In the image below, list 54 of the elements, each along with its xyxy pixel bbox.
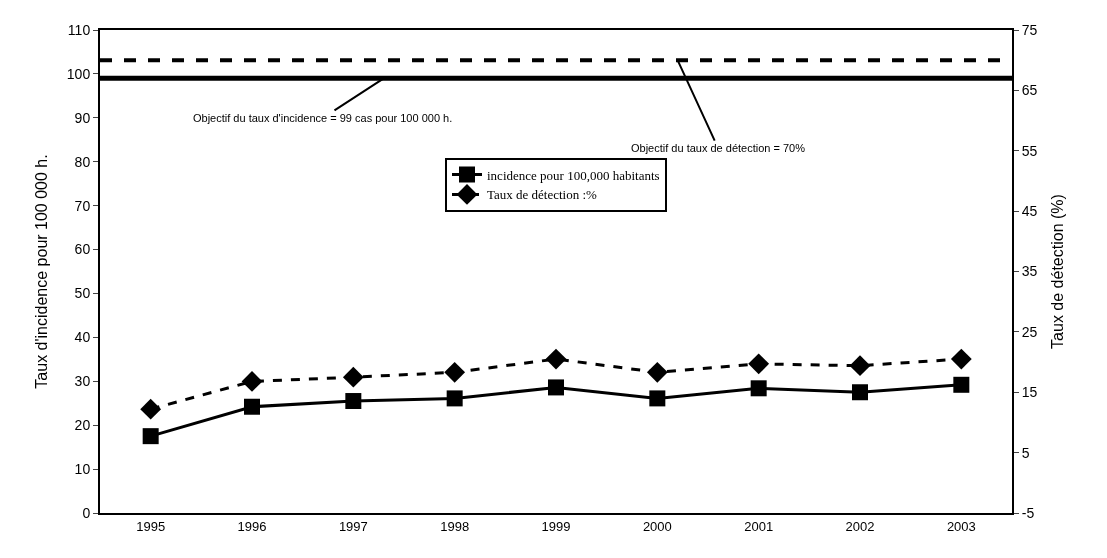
point bbox=[142, 428, 159, 445]
point bbox=[342, 366, 364, 388]
y-tick-label: 10 bbox=[74, 460, 91, 477]
point bbox=[849, 355, 871, 377]
x-tick-label: 2001 bbox=[744, 518, 774, 534]
y2-tick-label: -5 bbox=[1021, 504, 1035, 521]
legend-label: incidence pour 100,000 habitants bbox=[487, 167, 660, 183]
y-tick-label: 70 bbox=[74, 197, 91, 214]
y2-tick-label: 5 bbox=[1021, 444, 1030, 461]
y2-tick-label: 55 bbox=[1021, 142, 1038, 159]
y-tick-label: 30 bbox=[74, 373, 91, 390]
y2-tick-label: 15 bbox=[1021, 384, 1038, 401]
y-tick-label: 50 bbox=[74, 285, 91, 302]
y-tick-label: 0 bbox=[82, 504, 91, 521]
y-tick-label: 20 bbox=[74, 417, 91, 434]
point bbox=[852, 384, 868, 401]
point bbox=[446, 390, 463, 407]
point bbox=[646, 361, 668, 383]
x-tick-label: 2003 bbox=[946, 518, 976, 534]
y-axis-title: Taux d'incidence pour 100 000 h. bbox=[33, 154, 51, 389]
y-tick-label: 90 bbox=[74, 109, 91, 126]
legend-label: Taux de détection :% bbox=[487, 187, 598, 203]
point bbox=[750, 380, 767, 397]
y-tick-label: 40 bbox=[74, 329, 91, 346]
y2-tick-label: 65 bbox=[1021, 82, 1038, 99]
y-tick-label: 100 bbox=[66, 65, 91, 82]
x-tick-label: 2000 bbox=[642, 518, 672, 534]
x-tick-label: 1996 bbox=[237, 518, 267, 534]
point bbox=[545, 348, 567, 370]
x-tick-label: 2002 bbox=[845, 518, 875, 534]
y2-tick-label: 25 bbox=[1021, 323, 1038, 340]
point bbox=[950, 348, 972, 370]
y2-tick-label: 45 bbox=[1021, 203, 1038, 220]
point bbox=[953, 376, 970, 393]
point bbox=[140, 398, 162, 420]
x-tick-label: 1995 bbox=[136, 518, 166, 534]
ref-line-label: Objectif du taux de détection = 70% bbox=[631, 142, 806, 154]
y-tick-label: 60 bbox=[74, 241, 91, 258]
point bbox=[748, 353, 770, 375]
point bbox=[241, 370, 263, 392]
y2-tick-label: 35 bbox=[1021, 263, 1038, 280]
point bbox=[649, 390, 666, 407]
point bbox=[244, 398, 260, 415]
ref-line-label: Objectif du taux d'incidence = 99 cas pour 100 000 h. bbox=[193, 112, 453, 124]
x-tick-label: 1997 bbox=[338, 518, 368, 534]
y2-axis-title: Taux de détection (%) bbox=[1048, 194, 1066, 349]
x-tick-label: 1998 bbox=[440, 518, 470, 534]
point bbox=[444, 361, 466, 383]
y-tick-label: 80 bbox=[74, 153, 91, 170]
y-tick-label: 110 bbox=[67, 21, 91, 38]
x-tick-label: 1999 bbox=[541, 518, 571, 534]
point bbox=[345, 393, 362, 410]
y2-tick-label: 75 bbox=[1021, 21, 1038, 38]
point bbox=[548, 379, 564, 396]
